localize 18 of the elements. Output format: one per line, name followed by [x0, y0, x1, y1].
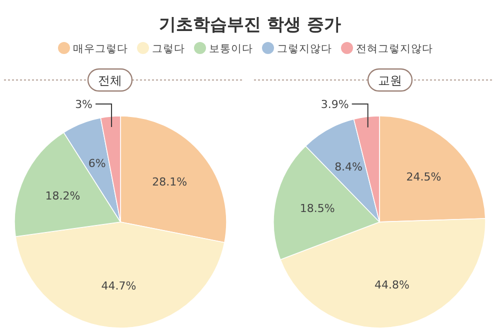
data-label: 3% — [75, 98, 93, 111]
data-label: 6% — [88, 156, 106, 170]
legend-label: 매우그렇다 — [73, 43, 128, 55]
data-label: 3.9% — [320, 98, 349, 111]
data-label: 24.5% — [406, 170, 442, 184]
data-label: 18.2% — [45, 189, 80, 202]
data-label: 44.8% — [374, 278, 410, 292]
data-label: 44.7% — [101, 280, 136, 293]
legend-label: 전혀그렇지않다 — [356, 43, 433, 55]
data-label: 28.1% — [152, 176, 188, 189]
text: 전체 — [98, 74, 122, 88]
data-label: 18.5% — [300, 202, 335, 216]
data-label: 8.4% — [334, 160, 363, 174]
legend-label: 그렇지않다 — [277, 43, 332, 55]
chart-title: 기초학습부진 학생 증가 — [159, 15, 341, 35]
legend-label: 그렇다 — [152, 43, 185, 55]
chart-subtitle: 교원 — [378, 74, 402, 88]
legend-label: 보통이다 — [209, 43, 253, 55]
